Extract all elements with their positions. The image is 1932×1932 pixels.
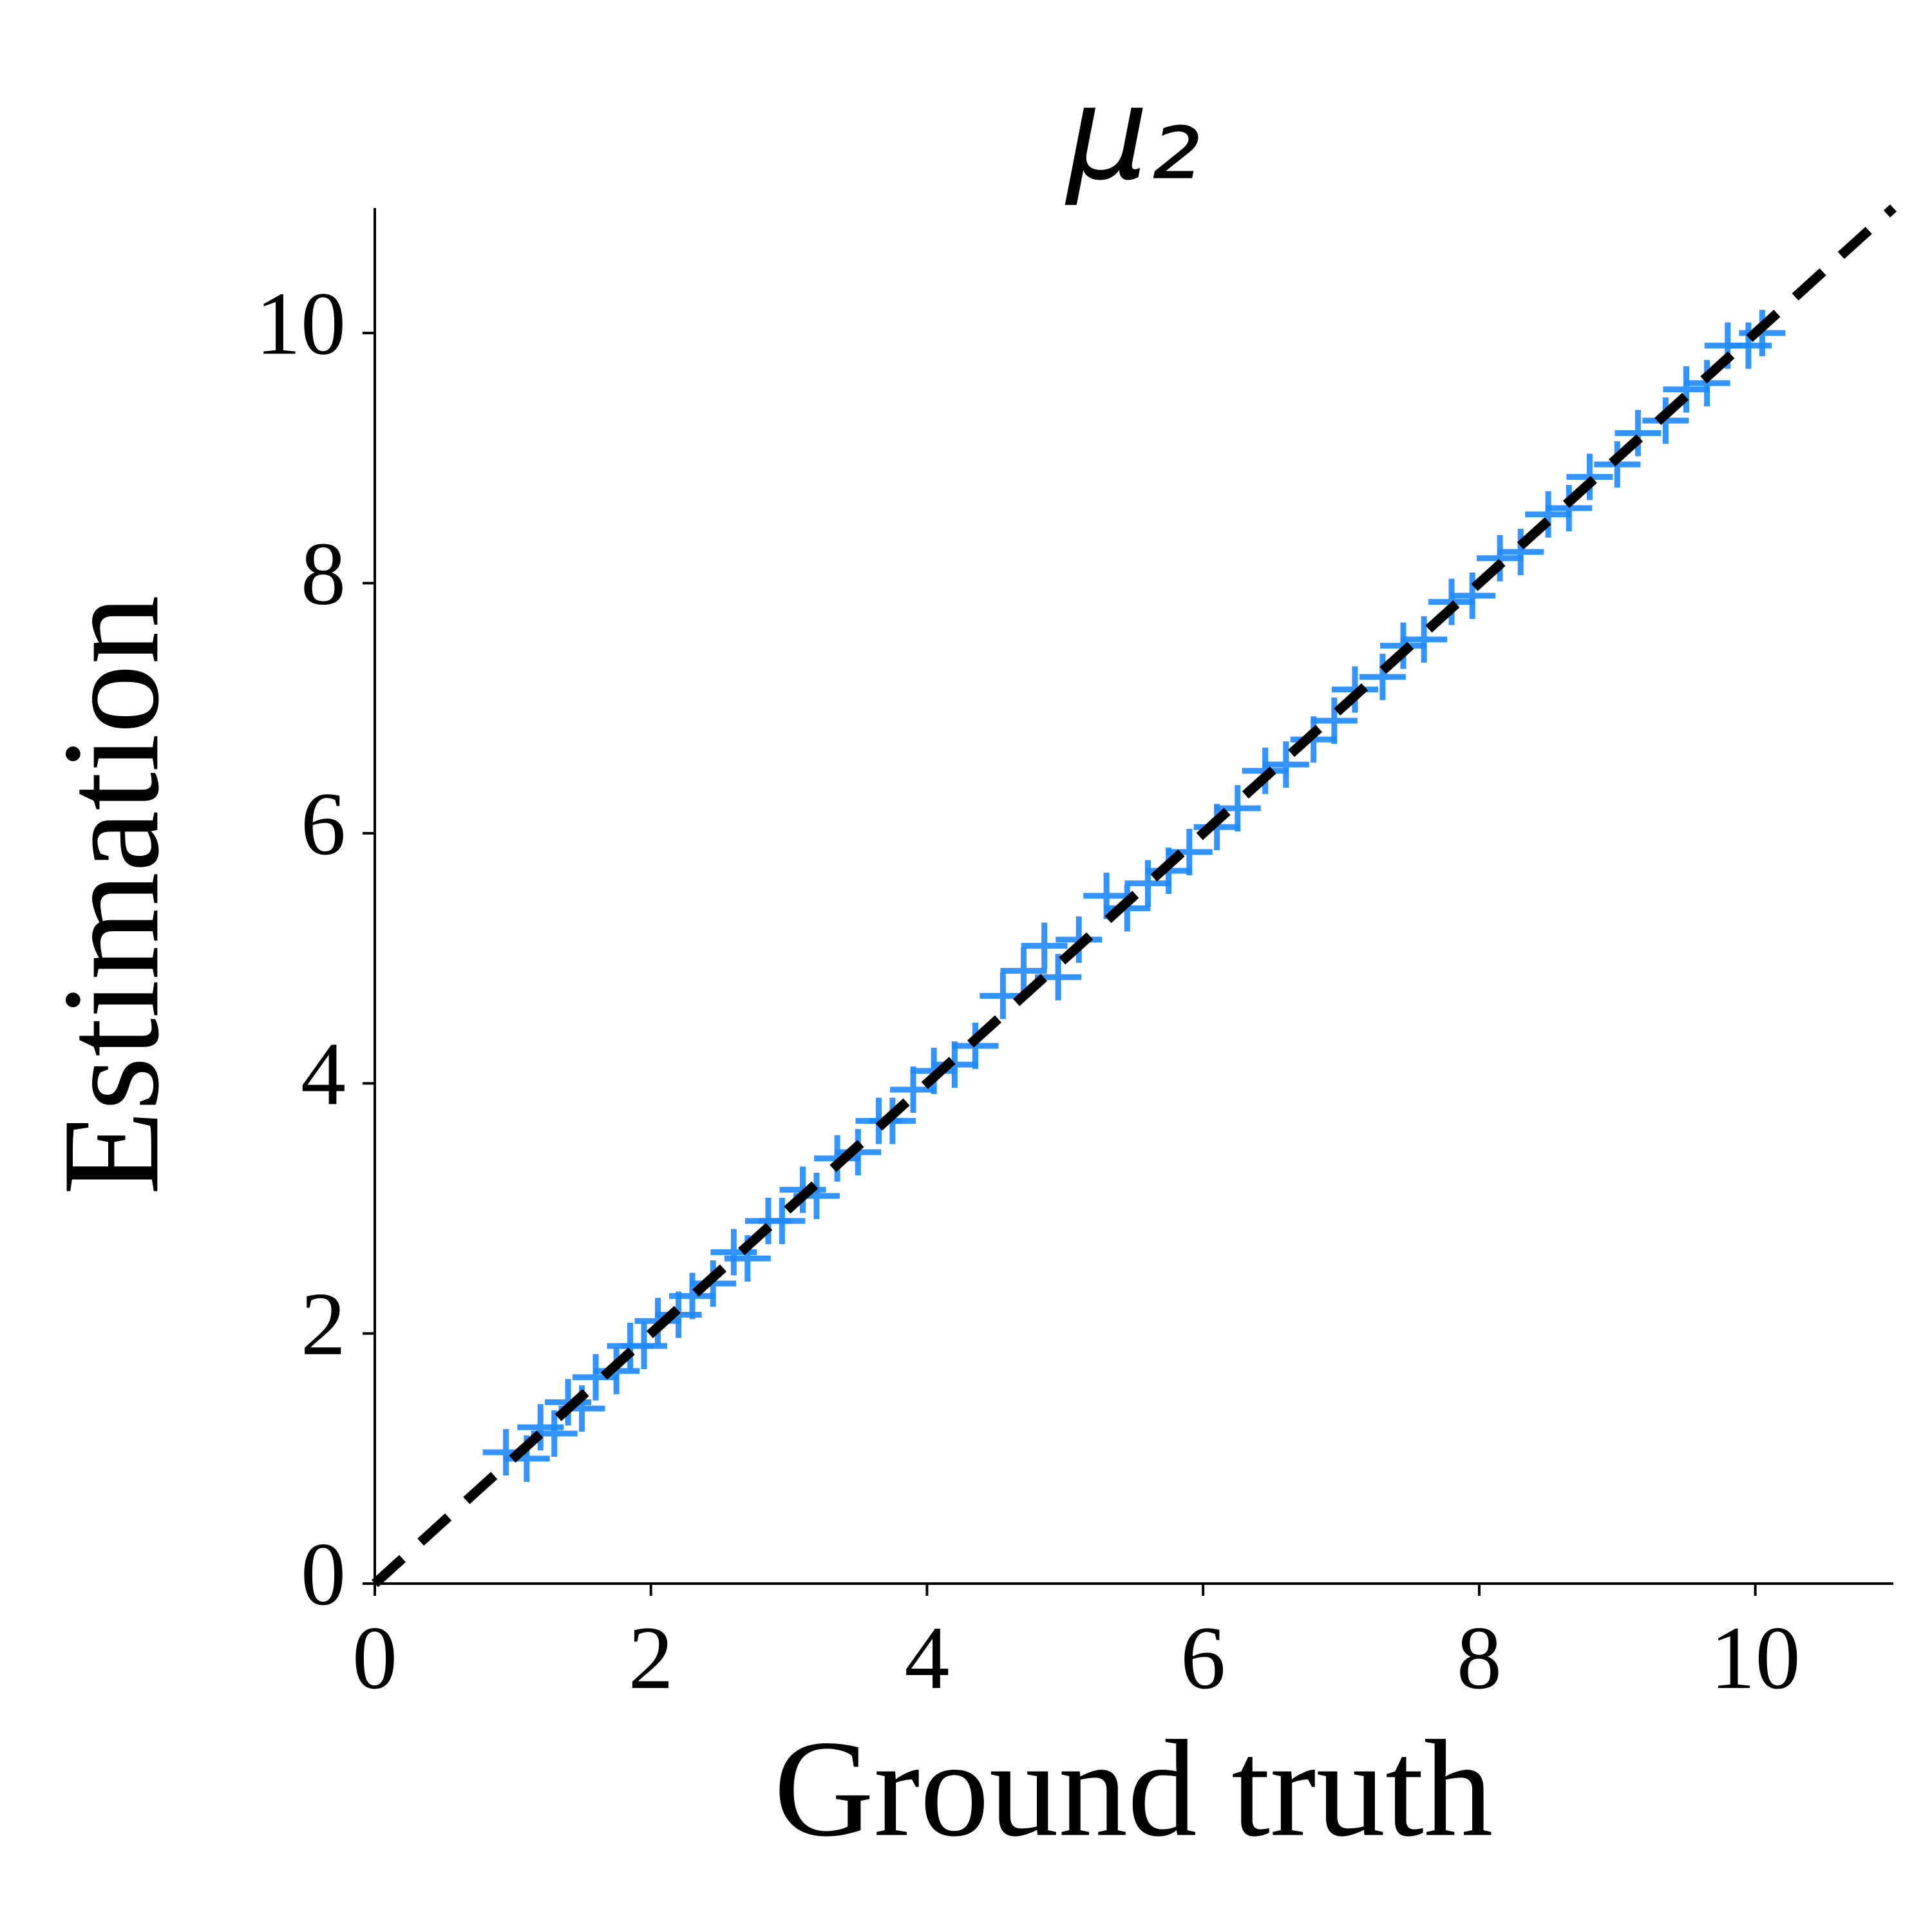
point (1497, 529, 1544, 575)
point (1546, 485, 1593, 532)
y-tick-label: 0 (301, 1524, 346, 1624)
point (669, 1273, 716, 1320)
point (1311, 697, 1358, 744)
point (890, 1066, 937, 1113)
point (1166, 829, 1213, 876)
y-tick-label: 4 (301, 1024, 346, 1124)
point (1262, 741, 1309, 788)
y-tick-label: 6 (301, 774, 346, 874)
x-tick-label: 8 (1457, 1608, 1502, 1708)
x-tick-label: 2 (629, 1608, 674, 1708)
chart-title: μ₂ (1065, 59, 1200, 209)
point (1615, 410, 1662, 457)
point (1214, 785, 1261, 832)
x-tick-label: 6 (1180, 1608, 1226, 1708)
point (1359, 654, 1406, 701)
point (1401, 616, 1448, 663)
point (1663, 366, 1710, 413)
point (1124, 860, 1171, 907)
x-tick-label: 4 (904, 1608, 949, 1708)
y-tick-label: 2 (301, 1274, 346, 1374)
x-tick-label: 0 (352, 1608, 397, 1708)
point (1525, 491, 1572, 538)
x-axis-label: Ground truth (774, 1711, 1493, 1865)
point (1477, 535, 1524, 582)
x-tick-label: 10 (1710, 1608, 1801, 1708)
y-tick-label: 8 (301, 524, 346, 624)
point (1021, 922, 1068, 969)
point (572, 1354, 619, 1401)
point (759, 1197, 806, 1244)
point (621, 1323, 668, 1370)
point (1449, 572, 1496, 619)
y-tick-label: 10 (256, 274, 346, 374)
reference-line (371, 204, 1897, 1587)
point (1083, 873, 1130, 919)
y-axis-label: Estimation (33, 595, 187, 1195)
point (1000, 947, 1047, 994)
